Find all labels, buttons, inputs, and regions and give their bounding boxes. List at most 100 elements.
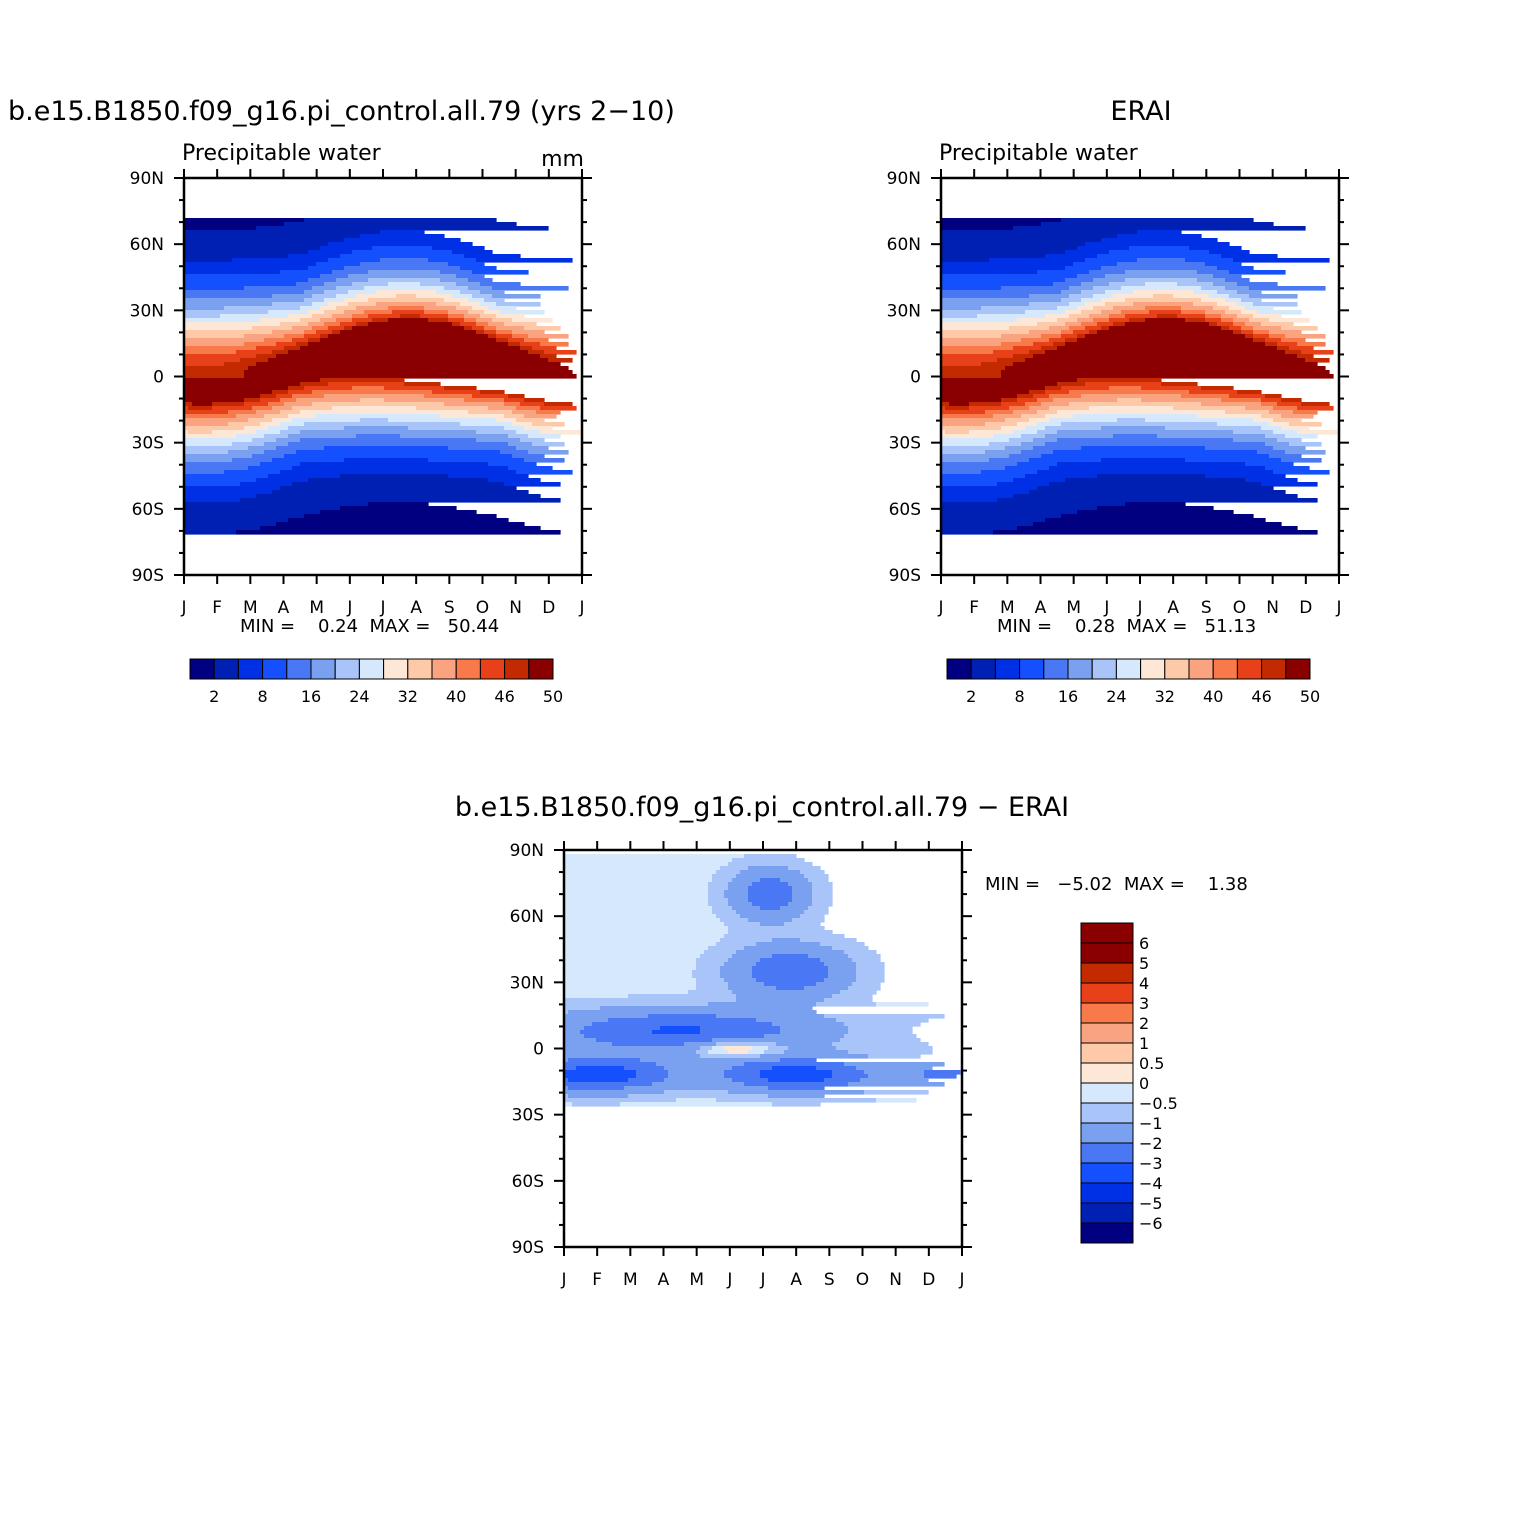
contour-cell bbox=[752, 1046, 769, 1051]
contour-cell bbox=[941, 306, 982, 311]
contour-cell bbox=[276, 354, 541, 359]
contour-cell bbox=[1101, 298, 1126, 303]
contour-cell bbox=[448, 474, 529, 479]
contour-cell bbox=[1097, 474, 1206, 479]
contour-cell bbox=[280, 270, 333, 275]
contour-cell bbox=[1001, 398, 1018, 403]
contour-cell bbox=[724, 894, 749, 899]
contour-cell bbox=[184, 454, 253, 459]
contour-cell bbox=[1049, 326, 1070, 331]
contour-cell bbox=[1213, 282, 1238, 287]
contour-cell bbox=[1125, 322, 1210, 327]
contour-cell bbox=[1193, 302, 1218, 307]
contour-cell bbox=[1229, 306, 1246, 311]
x-tick-label: M bbox=[309, 598, 324, 618]
x-tick-label: M bbox=[1066, 598, 1081, 618]
contour-cell bbox=[1277, 402, 1302, 407]
contour-cell bbox=[564, 982, 697, 987]
contour-cell bbox=[708, 890, 725, 895]
contour-cell bbox=[1077, 378, 1162, 383]
colorbar-box bbox=[310, 658, 336, 680]
contour-cell bbox=[1253, 338, 1266, 343]
contour-cell bbox=[516, 418, 545, 423]
contour-cell bbox=[748, 894, 793, 899]
contour-cell bbox=[1017, 394, 1034, 399]
y-tick-label: 60N bbox=[887, 235, 921, 255]
contour-cell bbox=[1261, 482, 1318, 487]
colorbar-box bbox=[1019, 658, 1045, 680]
contour-cell bbox=[252, 454, 285, 459]
contour-cell bbox=[460, 302, 481, 307]
contour-cell bbox=[941, 346, 1014, 351]
colorbar-box bbox=[1140, 658, 1166, 680]
contour-cell bbox=[1201, 386, 1234, 391]
contour-cell bbox=[308, 322, 325, 327]
contour-cell bbox=[324, 446, 449, 451]
contour-cell bbox=[568, 1086, 625, 1091]
contour-cell bbox=[1137, 258, 1186, 263]
contour-cell bbox=[564, 898, 709, 903]
contour-cell bbox=[1125, 502, 1186, 507]
contour-cell bbox=[524, 398, 545, 403]
x-tick-label: D bbox=[542, 598, 555, 618]
x-tick-label: N bbox=[509, 598, 522, 618]
contour-cell bbox=[792, 890, 813, 895]
contour-cell bbox=[945, 406, 970, 411]
contour-cell bbox=[1269, 330, 1302, 335]
contour-cell bbox=[985, 422, 1018, 427]
contour-cell bbox=[300, 438, 477, 443]
contour-cell bbox=[264, 434, 289, 439]
contour-cell bbox=[564, 902, 709, 907]
contour-cell bbox=[568, 1094, 629, 1099]
contour-cell bbox=[348, 302, 377, 307]
colorbar-box bbox=[1091, 658, 1117, 680]
contour-cell bbox=[1021, 338, 1050, 343]
contour-cell bbox=[244, 402, 269, 407]
contour-cell bbox=[500, 310, 545, 315]
contour-cell bbox=[969, 406, 1010, 411]
contour-cell bbox=[1229, 326, 1242, 331]
contour-cell bbox=[540, 342, 569, 347]
contour-cell bbox=[1269, 422, 1290, 427]
contour-cell bbox=[1025, 426, 1046, 431]
contour-cell bbox=[448, 314, 465, 319]
contour-cell bbox=[1089, 314, 1110, 319]
contour-cell bbox=[1157, 434, 1266, 439]
contour-cell bbox=[304, 334, 321, 339]
contour-cell bbox=[1181, 310, 1206, 315]
contour-cell bbox=[340, 506, 457, 511]
contour-cell bbox=[256, 362, 561, 367]
contour-cell bbox=[712, 910, 737, 915]
contour-cell bbox=[440, 278, 469, 283]
contour-cell bbox=[1077, 338, 1254, 343]
colorbar-label: 8 bbox=[258, 687, 268, 706]
contour-cell bbox=[941, 366, 1006, 371]
contour-cell bbox=[1005, 466, 1050, 471]
contour-cell bbox=[248, 366, 569, 371]
contour-cell bbox=[1065, 310, 1082, 315]
colorbar-box bbox=[1080, 942, 1134, 964]
contour-cell bbox=[941, 378, 1078, 383]
contour-cell bbox=[328, 242, 473, 247]
contour-cell bbox=[941, 418, 1006, 423]
contour-cell bbox=[184, 478, 257, 483]
contour-cell bbox=[1029, 458, 1102, 463]
contour-cell bbox=[524, 426, 553, 431]
contour-cell bbox=[941, 506, 1098, 511]
contour-cell bbox=[456, 274, 485, 279]
contour-cell bbox=[280, 322, 309, 327]
contour-cell bbox=[432, 246, 485, 251]
y-tick-label: 60S bbox=[132, 500, 164, 520]
contour-cell bbox=[564, 990, 689, 995]
contour-cell bbox=[256, 354, 277, 359]
contour-cell bbox=[468, 410, 513, 415]
contour-cell bbox=[1001, 334, 1042, 339]
contour-cell bbox=[228, 422, 261, 427]
contour-cell bbox=[1253, 326, 1282, 331]
contour-cell bbox=[448, 310, 469, 315]
contour-cell bbox=[244, 426, 269, 431]
contour-cell bbox=[748, 918, 793, 923]
contour-cell bbox=[288, 434, 357, 439]
contour-cell bbox=[1033, 446, 1082, 451]
